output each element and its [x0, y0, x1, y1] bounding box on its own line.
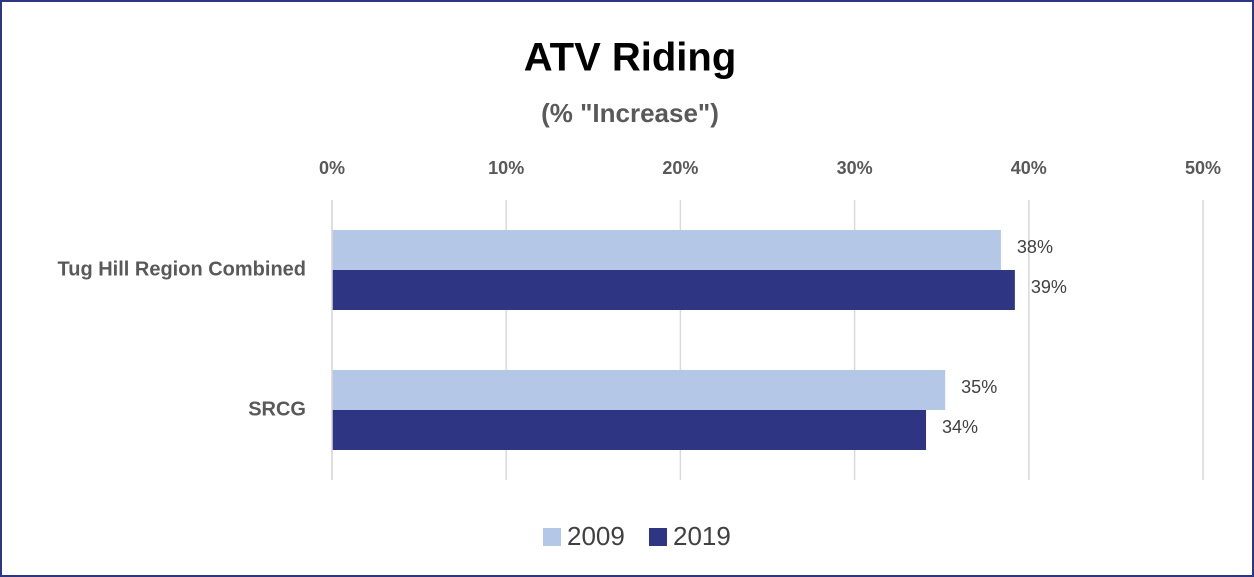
x-tick-label: 10% — [488, 158, 524, 178]
x-tick-label: 0% — [319, 158, 345, 178]
data-label: 39% — [1031, 277, 1067, 297]
legend-swatch — [649, 528, 667, 546]
chart-title: ATV Riding — [524, 36, 737, 80]
y-tick-label: Tug Hill Region Combined — [58, 258, 307, 280]
bar — [332, 230, 1001, 270]
data-label: 34% — [942, 417, 978, 437]
chart-subtitle: (% "Increase") — [541, 98, 719, 128]
data-label: 38% — [1017, 237, 1053, 257]
legend-label: 2009 — [567, 521, 625, 551]
bar — [332, 410, 927, 450]
y-tick-label: SRCG — [248, 398, 306, 420]
legend-label: 2019 — [673, 521, 731, 551]
legend-swatch — [543, 528, 561, 546]
x-tick-label: 20% — [662, 158, 698, 178]
bar — [332, 370, 946, 410]
bar — [332, 270, 1015, 310]
x-tick-label: 50% — [1185, 158, 1221, 178]
x-tick-label: 40% — [1011, 158, 1047, 178]
data-label: 35% — [961, 377, 997, 397]
x-tick-label: 30% — [837, 158, 873, 178]
